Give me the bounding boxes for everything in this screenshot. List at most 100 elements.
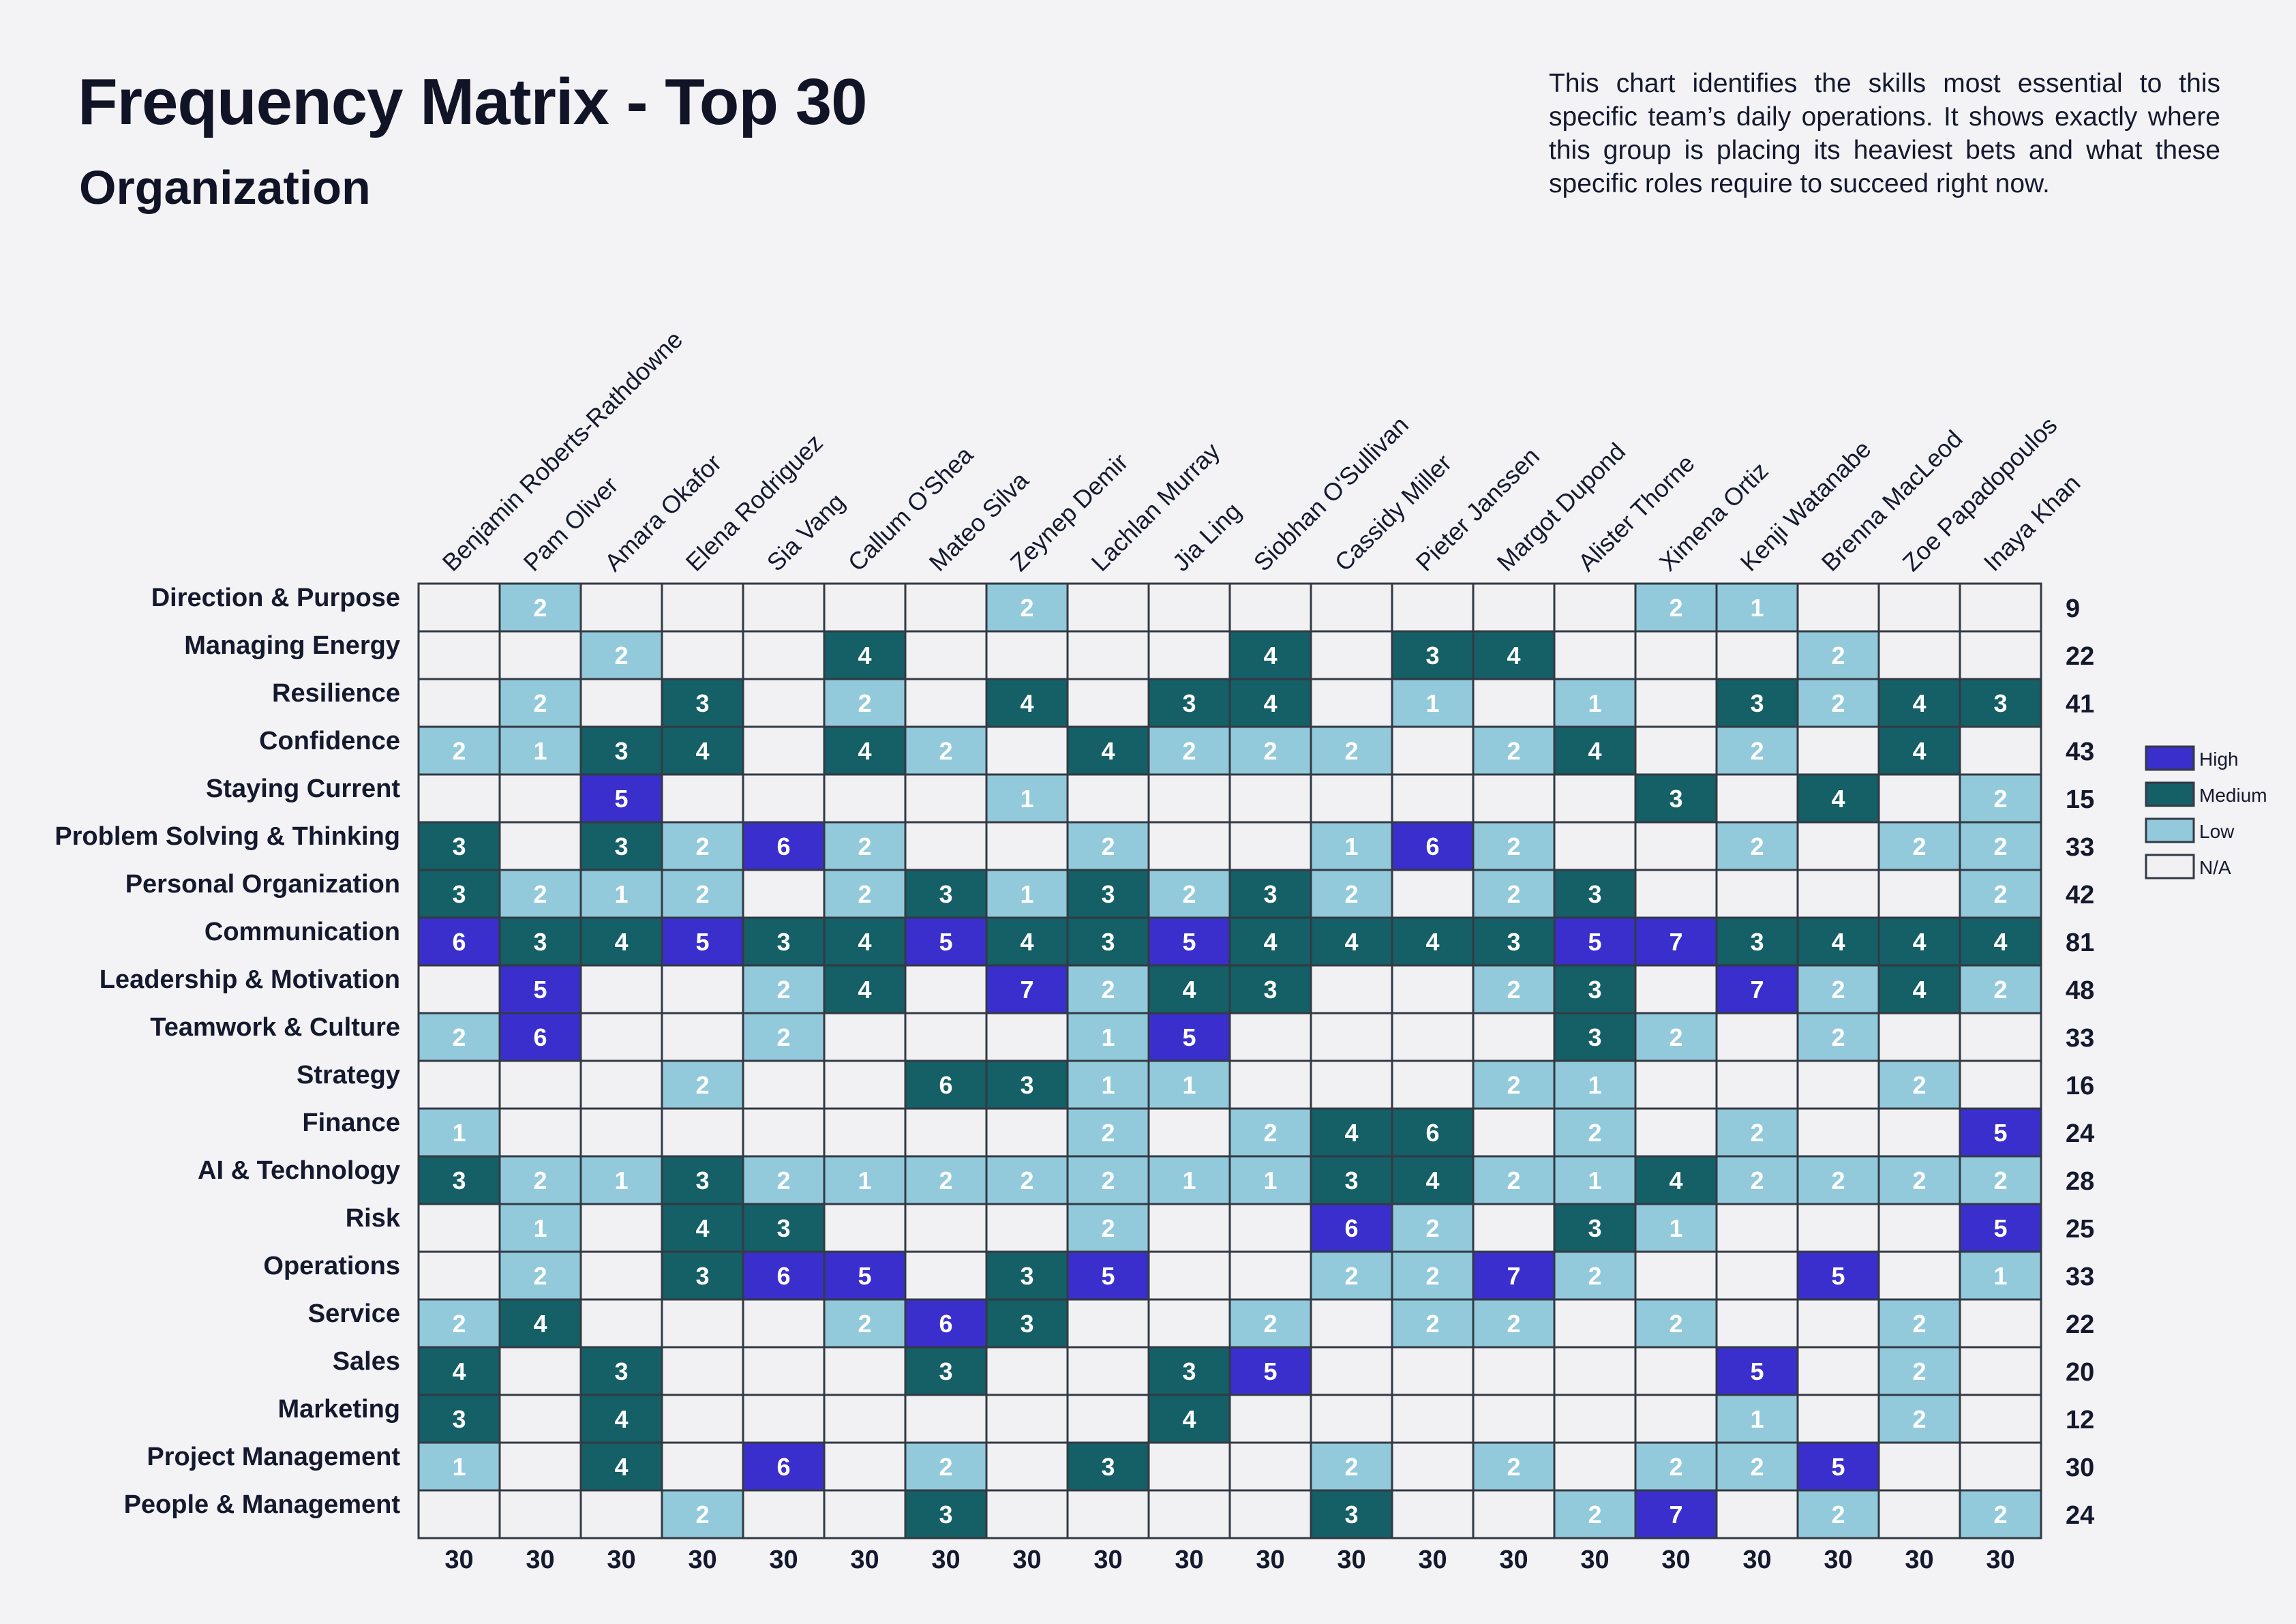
cell-value: 4 bbox=[1912, 737, 1926, 765]
matrix-cell bbox=[661, 869, 744, 919]
cell-value: 2 bbox=[452, 737, 466, 765]
row-total: 22 bbox=[2066, 1310, 2094, 1339]
matrix-cell bbox=[498, 821, 582, 871]
matrix-cell bbox=[579, 1059, 663, 1110]
matrix-cell bbox=[1147, 1489, 1231, 1539]
column-total: 30 bbox=[1742, 1546, 1771, 1574]
column-total: 30 bbox=[1824, 1546, 1852, 1574]
matrix-cell bbox=[1877, 1489, 1961, 1539]
matrix-cell bbox=[1553, 1203, 1637, 1253]
matrix-cell bbox=[985, 1203, 1069, 1253]
cell-value: 4 bbox=[858, 976, 871, 1004]
row-total: 28 bbox=[2066, 1167, 2094, 1196]
cell-value: 3 bbox=[452, 1405, 466, 1433]
cell-value: 1 bbox=[1101, 1071, 1115, 1099]
cell-value: 7 bbox=[1507, 1262, 1520, 1290]
cell-value: 3 bbox=[1263, 880, 1277, 908]
matrix-cell bbox=[1553, 773, 1637, 824]
matrix-cell bbox=[1066, 1059, 1150, 1110]
matrix-cell bbox=[1715, 821, 1799, 871]
matrix-cell bbox=[1228, 1298, 1312, 1349]
matrix-cell bbox=[1147, 1441, 1231, 1492]
cell-value: 2 bbox=[1831, 1167, 1845, 1194]
matrix-cell bbox=[1796, 869, 1880, 919]
cell-value: 4 bbox=[1993, 928, 2007, 956]
cell-value: 1 bbox=[1020, 785, 1033, 813]
column-label: Jia Ling bbox=[1167, 497, 1247, 577]
cell-value: 2 bbox=[939, 737, 952, 765]
matrix-cell bbox=[1959, 1489, 2042, 1539]
matrix-cell bbox=[1310, 630, 1393, 680]
matrix-cell bbox=[1715, 1298, 1799, 1349]
cell-value: 2 bbox=[452, 1310, 466, 1338]
cell-value: 2 bbox=[1507, 1167, 1520, 1194]
matrix-cell bbox=[904, 1250, 988, 1301]
matrix-cell bbox=[1634, 964, 1718, 1014]
matrix-cell bbox=[1066, 678, 1150, 728]
matrix-cell bbox=[417, 678, 501, 728]
cell-value: 2 bbox=[1912, 1405, 1926, 1433]
matrix-cell bbox=[1147, 821, 1231, 871]
matrix-cell bbox=[742, 869, 826, 919]
matrix-cell bbox=[1715, 1203, 1799, 1253]
matrix-cell bbox=[1228, 582, 1312, 633]
cell-value: 5 bbox=[1101, 1262, 1115, 1290]
cell-value: 2 bbox=[533, 594, 547, 622]
matrix-cell bbox=[661, 582, 744, 633]
matrix-cell bbox=[1391, 725, 1475, 776]
row-label: Strategy bbox=[297, 1061, 400, 1089]
matrix-cell bbox=[1066, 773, 1150, 824]
row-total: 24 bbox=[2066, 1119, 2094, 1148]
row-total: 43 bbox=[2066, 738, 2094, 766]
cell-value: 2 bbox=[1588, 1501, 1601, 1529]
cell-value: 1 bbox=[614, 880, 628, 908]
cell-value: 7 bbox=[1669, 928, 1682, 956]
matrix-cell bbox=[1634, 916, 1718, 967]
row-totals: 9 22 41 43 15 33 42 81 48 33 16 24 28 25 33 22 20 12 30 24 bbox=[2066, 595, 2094, 1530]
matrix-cell bbox=[417, 916, 501, 967]
matrix-cell bbox=[742, 678, 826, 728]
column-label: Brenna MacLeod bbox=[1816, 425, 1968, 577]
matrix-cell bbox=[985, 1250, 1069, 1301]
matrix-cell bbox=[742, 1489, 826, 1539]
matrix-cell bbox=[417, 1346, 501, 1396]
matrix-cell bbox=[579, 1012, 663, 1062]
cell-value: 2 bbox=[1750, 1167, 1764, 1194]
row-label: Finance bbox=[302, 1109, 400, 1137]
matrix-cell bbox=[1634, 821, 1718, 871]
row-label: Risk bbox=[346, 1204, 401, 1233]
row-label: Problem Solving & Thinking bbox=[55, 822, 400, 851]
row-total: 42 bbox=[2066, 881, 2094, 909]
cell-value: 2 bbox=[1912, 1167, 1926, 1194]
column-total: 30 bbox=[1986, 1546, 2014, 1574]
column-label: Zoe Papadopoulos bbox=[1897, 411, 2063, 577]
matrix-cell bbox=[1147, 916, 1231, 967]
cell-value: 5 bbox=[533, 976, 547, 1004]
matrix-cell bbox=[579, 1107, 663, 1158]
matrix-cell bbox=[1147, 1107, 1231, 1158]
cell-value: 1 bbox=[533, 737, 547, 765]
cell-value: 2 bbox=[1993, 1501, 2007, 1529]
matrix-cell bbox=[579, 725, 663, 776]
matrix-cell bbox=[742, 1059, 826, 1110]
cell-value: 5 bbox=[1831, 1453, 1845, 1481]
matrix-cell bbox=[1715, 773, 1799, 824]
column-total: 30 bbox=[1905, 1546, 1933, 1574]
matrix-cell bbox=[1959, 1059, 2042, 1110]
cell-value: 5 bbox=[1182, 928, 1196, 956]
cell-value: 4 bbox=[614, 928, 628, 956]
matrix-cell bbox=[1715, 582, 1799, 633]
matrix-cell bbox=[1796, 630, 1880, 680]
cell-value: 6 bbox=[776, 832, 790, 860]
matrix-cell bbox=[1228, 1203, 1312, 1253]
matrix-cell bbox=[823, 725, 907, 776]
row-total: 33 bbox=[2066, 833, 2094, 862]
matrix-cell bbox=[1310, 1394, 1393, 1444]
cell-value: 3 bbox=[1750, 689, 1764, 717]
cell-value: 2 bbox=[1101, 976, 1115, 1004]
matrix-cell bbox=[1391, 1441, 1475, 1492]
matrix-cell bbox=[1391, 630, 1475, 680]
cell-value: 3 bbox=[776, 928, 790, 956]
row-label: Service bbox=[308, 1299, 400, 1328]
matrix-cell bbox=[417, 1250, 501, 1301]
